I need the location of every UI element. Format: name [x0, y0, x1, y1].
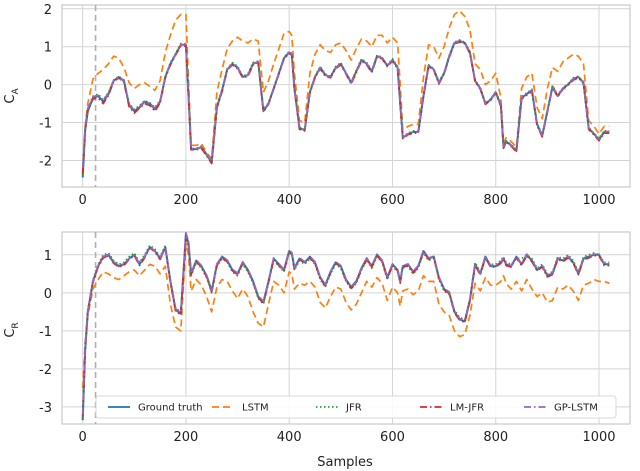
y-tick-label: -1	[39, 117, 52, 132]
x-tick-label: 1000	[582, 430, 615, 445]
y-tick-label: -3	[39, 401, 52, 416]
series-line-lm-jfr	[81, 234, 610, 417]
x-tick-label: 0	[79, 430, 87, 445]
legend-label: Ground truth	[138, 403, 203, 414]
x-tick-label: 400	[277, 430, 302, 445]
series-line-gp-lstm	[81, 40, 610, 169]
x-tick-label: 800	[483, 193, 508, 208]
x-tick-label: 800	[483, 430, 508, 445]
legend-label: LSTM	[242, 403, 269, 414]
x-tick-label: 200	[174, 430, 199, 445]
y-tick-label: 2	[44, 3, 52, 18]
panel-bottom: 0 200 400 600 800 1000 -3 -2 -1 0 1	[39, 231, 631, 445]
y-tick-label: 0	[44, 287, 52, 302]
panel-top: 0 200 400 600 800 1000 -2 -1 0 1 2	[39, 3, 631, 208]
y-tick-label: 0	[44, 79, 52, 94]
x-tick-label: 200	[174, 193, 199, 208]
legend-box	[95, 395, 617, 419]
y-tick-label: 1	[44, 249, 52, 264]
y-tick-label: -1	[39, 325, 52, 340]
plot-area	[61, 231, 631, 425]
ylabel-bottom: CR	[3, 322, 21, 337]
x-tick-label: 600	[380, 193, 405, 208]
legend: Ground truth LSTM JFR LM-JFR GP-LSTM	[95, 395, 617, 419]
legend-label: LM-JFR	[450, 403, 484, 414]
y-tick-label: -2	[39, 154, 52, 169]
legend-label: JFR	[345, 403, 362, 414]
x-tick-label: 0	[79, 193, 87, 208]
ylabel-top: CA	[3, 88, 21, 104]
x-tick-label: 400	[277, 193, 302, 208]
xlabel: Samples	[317, 455, 373, 470]
series-line-gp-lstm	[81, 232, 610, 415]
series-line-lstm	[81, 242, 610, 388]
x-tick-label: 1000	[582, 193, 615, 208]
plot-area	[61, 4, 631, 188]
legend-label: GP-LSTM	[554, 403, 598, 414]
series-line-lstm	[81, 9, 610, 172]
x-tick-label: 600	[380, 430, 405, 445]
y-tick-label: 1	[44, 41, 52, 56]
y-tick-label: -2	[39, 363, 52, 378]
